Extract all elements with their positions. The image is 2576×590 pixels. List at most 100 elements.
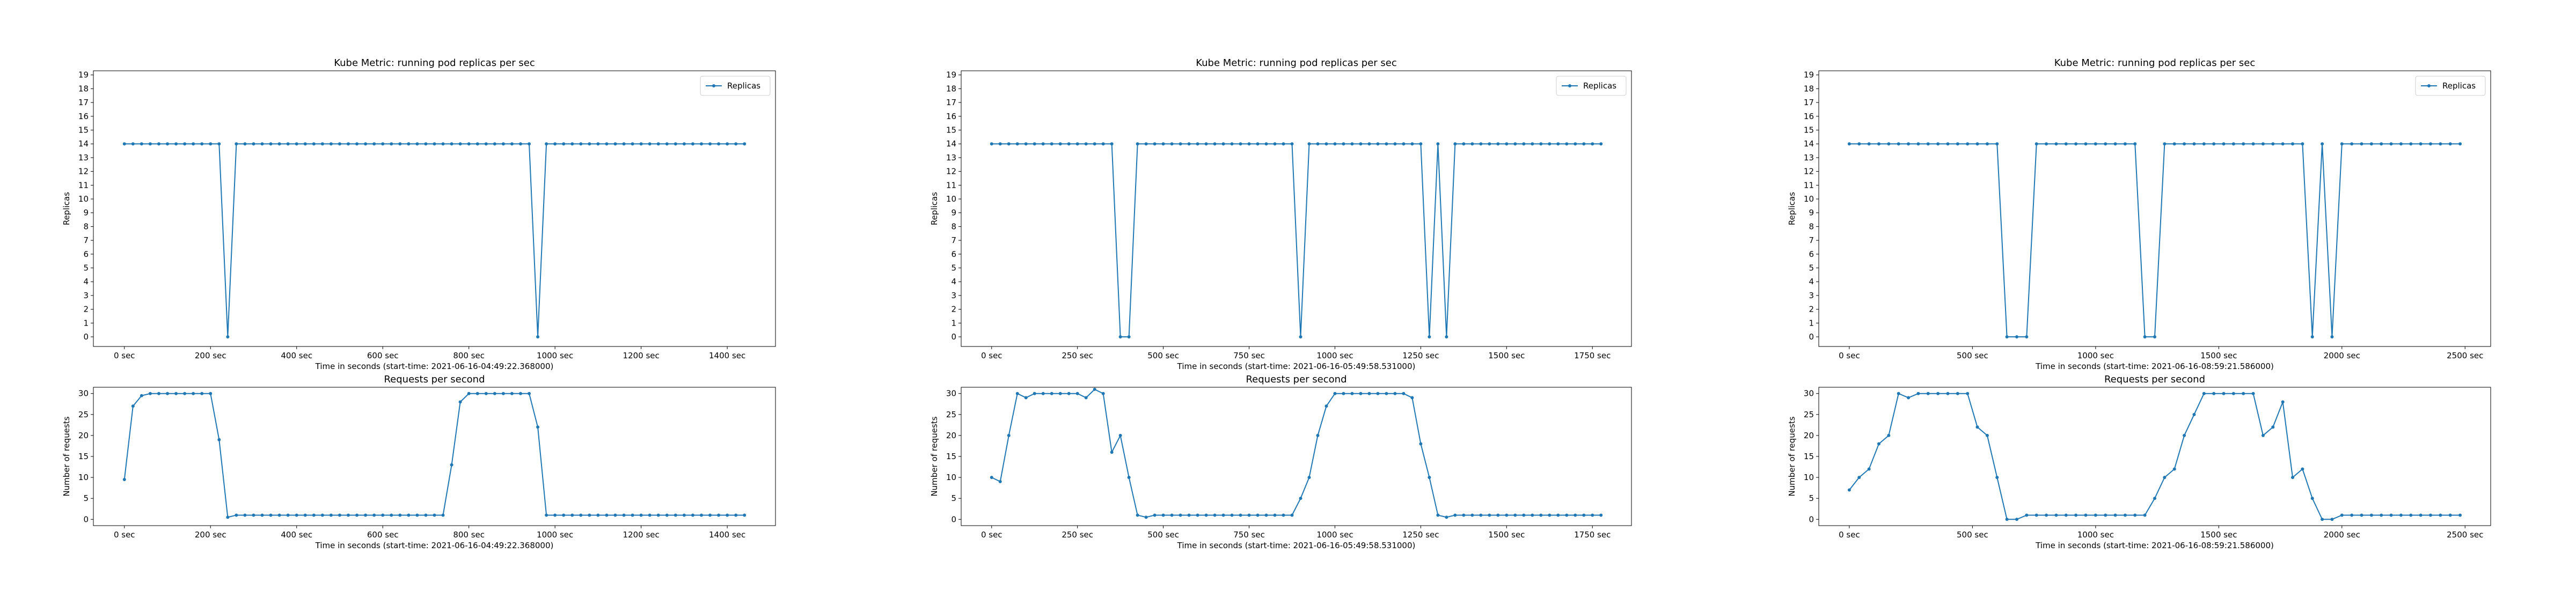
- data-point: [1230, 142, 1234, 146]
- legend-box: [2415, 76, 2486, 96]
- y-tick-label: 18: [946, 84, 956, 93]
- data-point: [1479, 513, 1483, 517]
- x-tick-label: 1000 sec: [2077, 530, 2114, 540]
- data-point: [1015, 392, 1019, 395]
- y-tick-label: 5: [83, 263, 89, 273]
- data-point: [1936, 142, 1940, 146]
- data-point: [2222, 142, 2226, 146]
- data-point: [260, 142, 264, 146]
- subplot: 0 sec 200 sec 400 sec 600 sec 800 sec 1000 se…: [62, 374, 776, 550]
- data-point: [2389, 142, 2393, 146]
- y-tick-label: 4: [83, 277, 89, 286]
- data-point: [1067, 142, 1071, 146]
- y-tick-label: 5: [951, 263, 956, 273]
- y-tick-label: 19: [1804, 70, 1814, 80]
- data-point: [1007, 142, 1011, 146]
- y-tick-label: 18: [78, 84, 89, 93]
- data-point: [2271, 142, 2275, 146]
- data-point: [2251, 392, 2255, 395]
- data-point: [2340, 142, 2344, 146]
- data-point: [2301, 467, 2304, 471]
- data-point: [2035, 513, 2038, 517]
- data-point: [2399, 513, 2403, 517]
- data-point: [1110, 451, 1114, 454]
- data-point: [998, 480, 1002, 483]
- data-point: [1445, 335, 1448, 339]
- data-point: [217, 438, 221, 441]
- data-point: [2192, 412, 2196, 416]
- y-tick-label: 16: [78, 112, 89, 121]
- data-point: [2094, 142, 2097, 146]
- data-point: [1101, 142, 1105, 146]
- data-point: [990, 476, 993, 480]
- y-tick-label: 10: [1804, 473, 1814, 482]
- data-point: [553, 513, 557, 517]
- data-point: [596, 513, 600, 517]
- data-point: [1239, 513, 1242, 517]
- data-point: [1350, 142, 1354, 146]
- x-axis-label: Time in seconds (start-time: 2021-06-16-…: [2035, 541, 2274, 550]
- y-axis-label: Replicas: [930, 192, 939, 225]
- data-point: [2439, 513, 2442, 517]
- data-point: [2340, 513, 2344, 517]
- data-point: [1161, 513, 1165, 517]
- axes-frame: [1818, 70, 2491, 347]
- data-point: [2369, 513, 2373, 517]
- x-tick-label: 800 sec: [453, 351, 485, 360]
- data-point: [1256, 142, 1260, 146]
- x-tick-label: 600 sec: [367, 530, 399, 540]
- data-point: [166, 142, 170, 146]
- data-point: [226, 515, 230, 519]
- data-point: [2419, 513, 2423, 517]
- data-point: [475, 142, 479, 146]
- data-point: [1307, 142, 1311, 146]
- data-point: [217, 142, 221, 146]
- data-point: [699, 513, 703, 517]
- data-point: [1462, 142, 1466, 146]
- data-point: [708, 513, 712, 517]
- data-point: [2242, 142, 2245, 146]
- y-tick-label: 20: [78, 431, 89, 440]
- data-point: [510, 392, 514, 395]
- data-point: [226, 335, 230, 339]
- data-point: [2163, 476, 2167, 480]
- data-point: [1093, 387, 1096, 391]
- data-point: [2429, 142, 2433, 146]
- data-point: [1033, 142, 1036, 146]
- data-point: [656, 142, 660, 146]
- data-point: [2133, 513, 2137, 517]
- data-point: [1007, 433, 1011, 437]
- y-tick-label: 15: [78, 126, 89, 135]
- data-point: [1247, 513, 1251, 517]
- data-point: [1342, 142, 1345, 146]
- y-tick-label: 17: [1804, 98, 1814, 107]
- y-tick-label: 14: [1804, 139, 1814, 149]
- data-point: [1867, 467, 1871, 471]
- x-tick-label: 0 sec: [981, 530, 1002, 540]
- data-point: [329, 513, 333, 517]
- y-tick-label: 5: [1809, 493, 1814, 503]
- data-point: [1907, 142, 1911, 146]
- x-tick-label: 0 sec: [981, 351, 1002, 360]
- data-point: [1033, 392, 1036, 395]
- y-tick-label: 10: [1804, 194, 1814, 204]
- data-point: [1402, 392, 1406, 395]
- plot-area: [1819, 387, 2491, 526]
- data-point: [2104, 142, 2107, 146]
- data-point: [2350, 142, 2354, 146]
- data-point: [1599, 513, 1603, 517]
- data-point: [2439, 142, 2442, 146]
- data-point: [347, 142, 350, 146]
- data-point: [726, 513, 729, 517]
- y-tick-label: 13: [946, 153, 956, 163]
- x-tick-label: 1400 sec: [709, 351, 745, 360]
- data-point: [329, 142, 333, 146]
- data-point: [183, 142, 187, 146]
- data-point: [2054, 142, 2058, 146]
- data-point: [2399, 142, 2403, 146]
- data-point: [415, 142, 419, 146]
- y-tick-label: 6: [83, 249, 89, 259]
- data-point: [1946, 142, 1950, 146]
- data-point: [235, 142, 238, 146]
